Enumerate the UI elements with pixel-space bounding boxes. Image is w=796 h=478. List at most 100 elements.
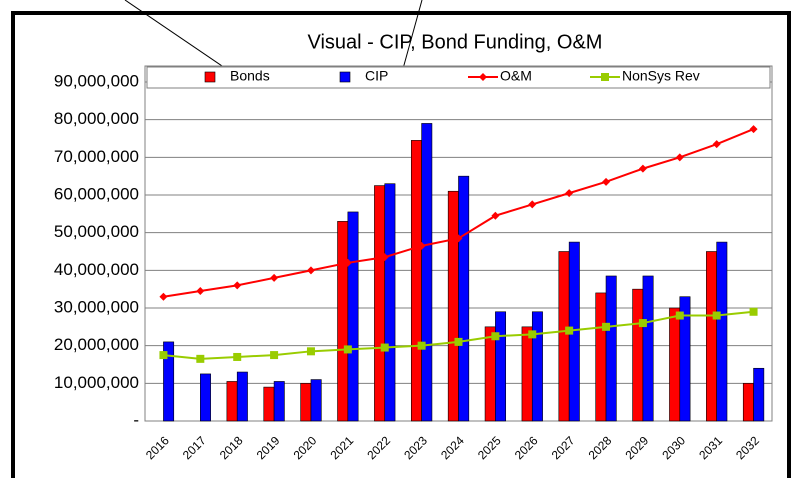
marker bbox=[712, 140, 721, 149]
bar bbox=[347, 211, 359, 422]
x-tick-label: 2030 bbox=[659, 433, 688, 462]
bar bbox=[753, 367, 765, 422]
bar bbox=[706, 251, 717, 422]
bar bbox=[384, 183, 396, 422]
marker bbox=[638, 164, 647, 173]
x-tick-label: 2017 bbox=[180, 433, 209, 462]
marker bbox=[233, 352, 242, 361]
marker bbox=[196, 287, 205, 296]
bar bbox=[605, 275, 617, 422]
marker bbox=[491, 332, 500, 341]
marker bbox=[528, 330, 537, 339]
bar bbox=[495, 311, 507, 422]
bar bbox=[558, 251, 570, 422]
marker bbox=[159, 292, 168, 301]
x-tick-label: 2016 bbox=[143, 433, 172, 462]
legend-label: O&M bbox=[500, 68, 532, 84]
marker bbox=[343, 345, 352, 354]
y-tick-label: 40,000,000 bbox=[54, 260, 139, 279]
marker bbox=[491, 211, 500, 220]
x-tick-label: 2026 bbox=[512, 433, 541, 462]
marker bbox=[417, 341, 426, 350]
x-tick-label: 2018 bbox=[217, 433, 246, 462]
bar bbox=[236, 371, 248, 422]
marker bbox=[196, 354, 205, 363]
marker bbox=[528, 200, 537, 209]
marker bbox=[343, 258, 352, 267]
marker bbox=[159, 351, 168, 360]
chart-frame bbox=[11, 11, 791, 478]
bar bbox=[447, 190, 459, 422]
marker bbox=[306, 266, 315, 275]
x-tick-label: 2019 bbox=[254, 433, 283, 462]
bar bbox=[632, 288, 644, 422]
y-tick-label: 50,000,000 bbox=[54, 222, 139, 241]
marker bbox=[454, 337, 463, 346]
legend-marker bbox=[479, 73, 487, 81]
marker bbox=[675, 311, 684, 320]
x-tick-label: 2029 bbox=[622, 433, 651, 462]
marker bbox=[602, 177, 611, 186]
marker bbox=[565, 326, 574, 335]
bar bbox=[300, 383, 312, 422]
bar bbox=[374, 185, 386, 422]
bar bbox=[595, 292, 607, 422]
x-tick-label: 2028 bbox=[586, 433, 615, 462]
bar bbox=[458, 175, 470, 422]
x-tick-label: 2032 bbox=[733, 433, 762, 462]
x-tick-label: 2027 bbox=[549, 433, 578, 462]
legend bbox=[146, 66, 771, 89]
marker bbox=[380, 253, 389, 262]
bar bbox=[421, 123, 433, 422]
marker bbox=[270, 273, 279, 282]
y-tick-label: - bbox=[133, 410, 139, 429]
bar bbox=[273, 381, 285, 422]
bar bbox=[410, 140, 422, 422]
bar bbox=[716, 241, 728, 422]
bar bbox=[337, 221, 349, 422]
marker bbox=[380, 343, 389, 352]
y-tick-label: 30,000,000 bbox=[54, 297, 139, 316]
legend-swatch bbox=[204, 71, 216, 83]
legend-swatch bbox=[339, 71, 351, 83]
marker bbox=[675, 153, 684, 162]
marker bbox=[749, 125, 758, 134]
marker bbox=[638, 319, 647, 328]
marker bbox=[454, 234, 463, 243]
bar bbox=[263, 386, 275, 422]
legend-label: CIP bbox=[365, 68, 388, 84]
bar bbox=[484, 326, 496, 422]
x-tick-label: 2020 bbox=[291, 433, 320, 462]
bar bbox=[679, 296, 691, 422]
bar bbox=[642, 275, 654, 422]
y-tick-label: 70,000,000 bbox=[54, 147, 139, 166]
marker bbox=[233, 281, 242, 290]
y-tick-label: 90,000,000 bbox=[54, 71, 139, 90]
bar bbox=[310, 379, 322, 422]
x-tick-label: 2023 bbox=[401, 433, 430, 462]
y-tick-label: 80,000,000 bbox=[54, 109, 139, 128]
y-tick-label: 20,000,000 bbox=[54, 335, 139, 354]
marker bbox=[417, 241, 426, 250]
bar bbox=[200, 373, 211, 422]
bar bbox=[669, 307, 681, 422]
x-tick-label: 2031 bbox=[696, 433, 725, 462]
bar bbox=[742, 383, 754, 422]
legend-label: NonSys Rev bbox=[622, 68, 700, 84]
bar bbox=[226, 381, 238, 422]
marker bbox=[749, 307, 758, 316]
x-tick-label: 2025 bbox=[475, 433, 504, 462]
x-tick-label: 2024 bbox=[438, 433, 467, 462]
marker bbox=[306, 347, 315, 356]
bar bbox=[521, 326, 533, 422]
bar bbox=[531, 311, 543, 422]
marker bbox=[270, 351, 279, 360]
x-tick-label: 2021 bbox=[327, 433, 356, 462]
bar bbox=[163, 341, 175, 422]
marker bbox=[602, 322, 611, 331]
x-tick-label: 2022 bbox=[364, 433, 393, 462]
chart-title: Visual - CIP, Bond Funding, O&M bbox=[308, 31, 603, 53]
legend-label: Bonds bbox=[230, 68, 270, 84]
y-tick-label: 10,000,000 bbox=[54, 373, 139, 392]
marker bbox=[565, 189, 574, 198]
